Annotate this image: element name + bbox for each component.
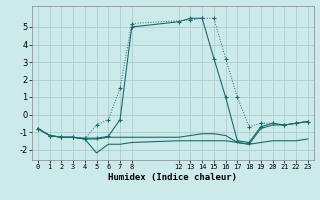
X-axis label: Humidex (Indice chaleur): Humidex (Indice chaleur): [108, 173, 237, 182]
